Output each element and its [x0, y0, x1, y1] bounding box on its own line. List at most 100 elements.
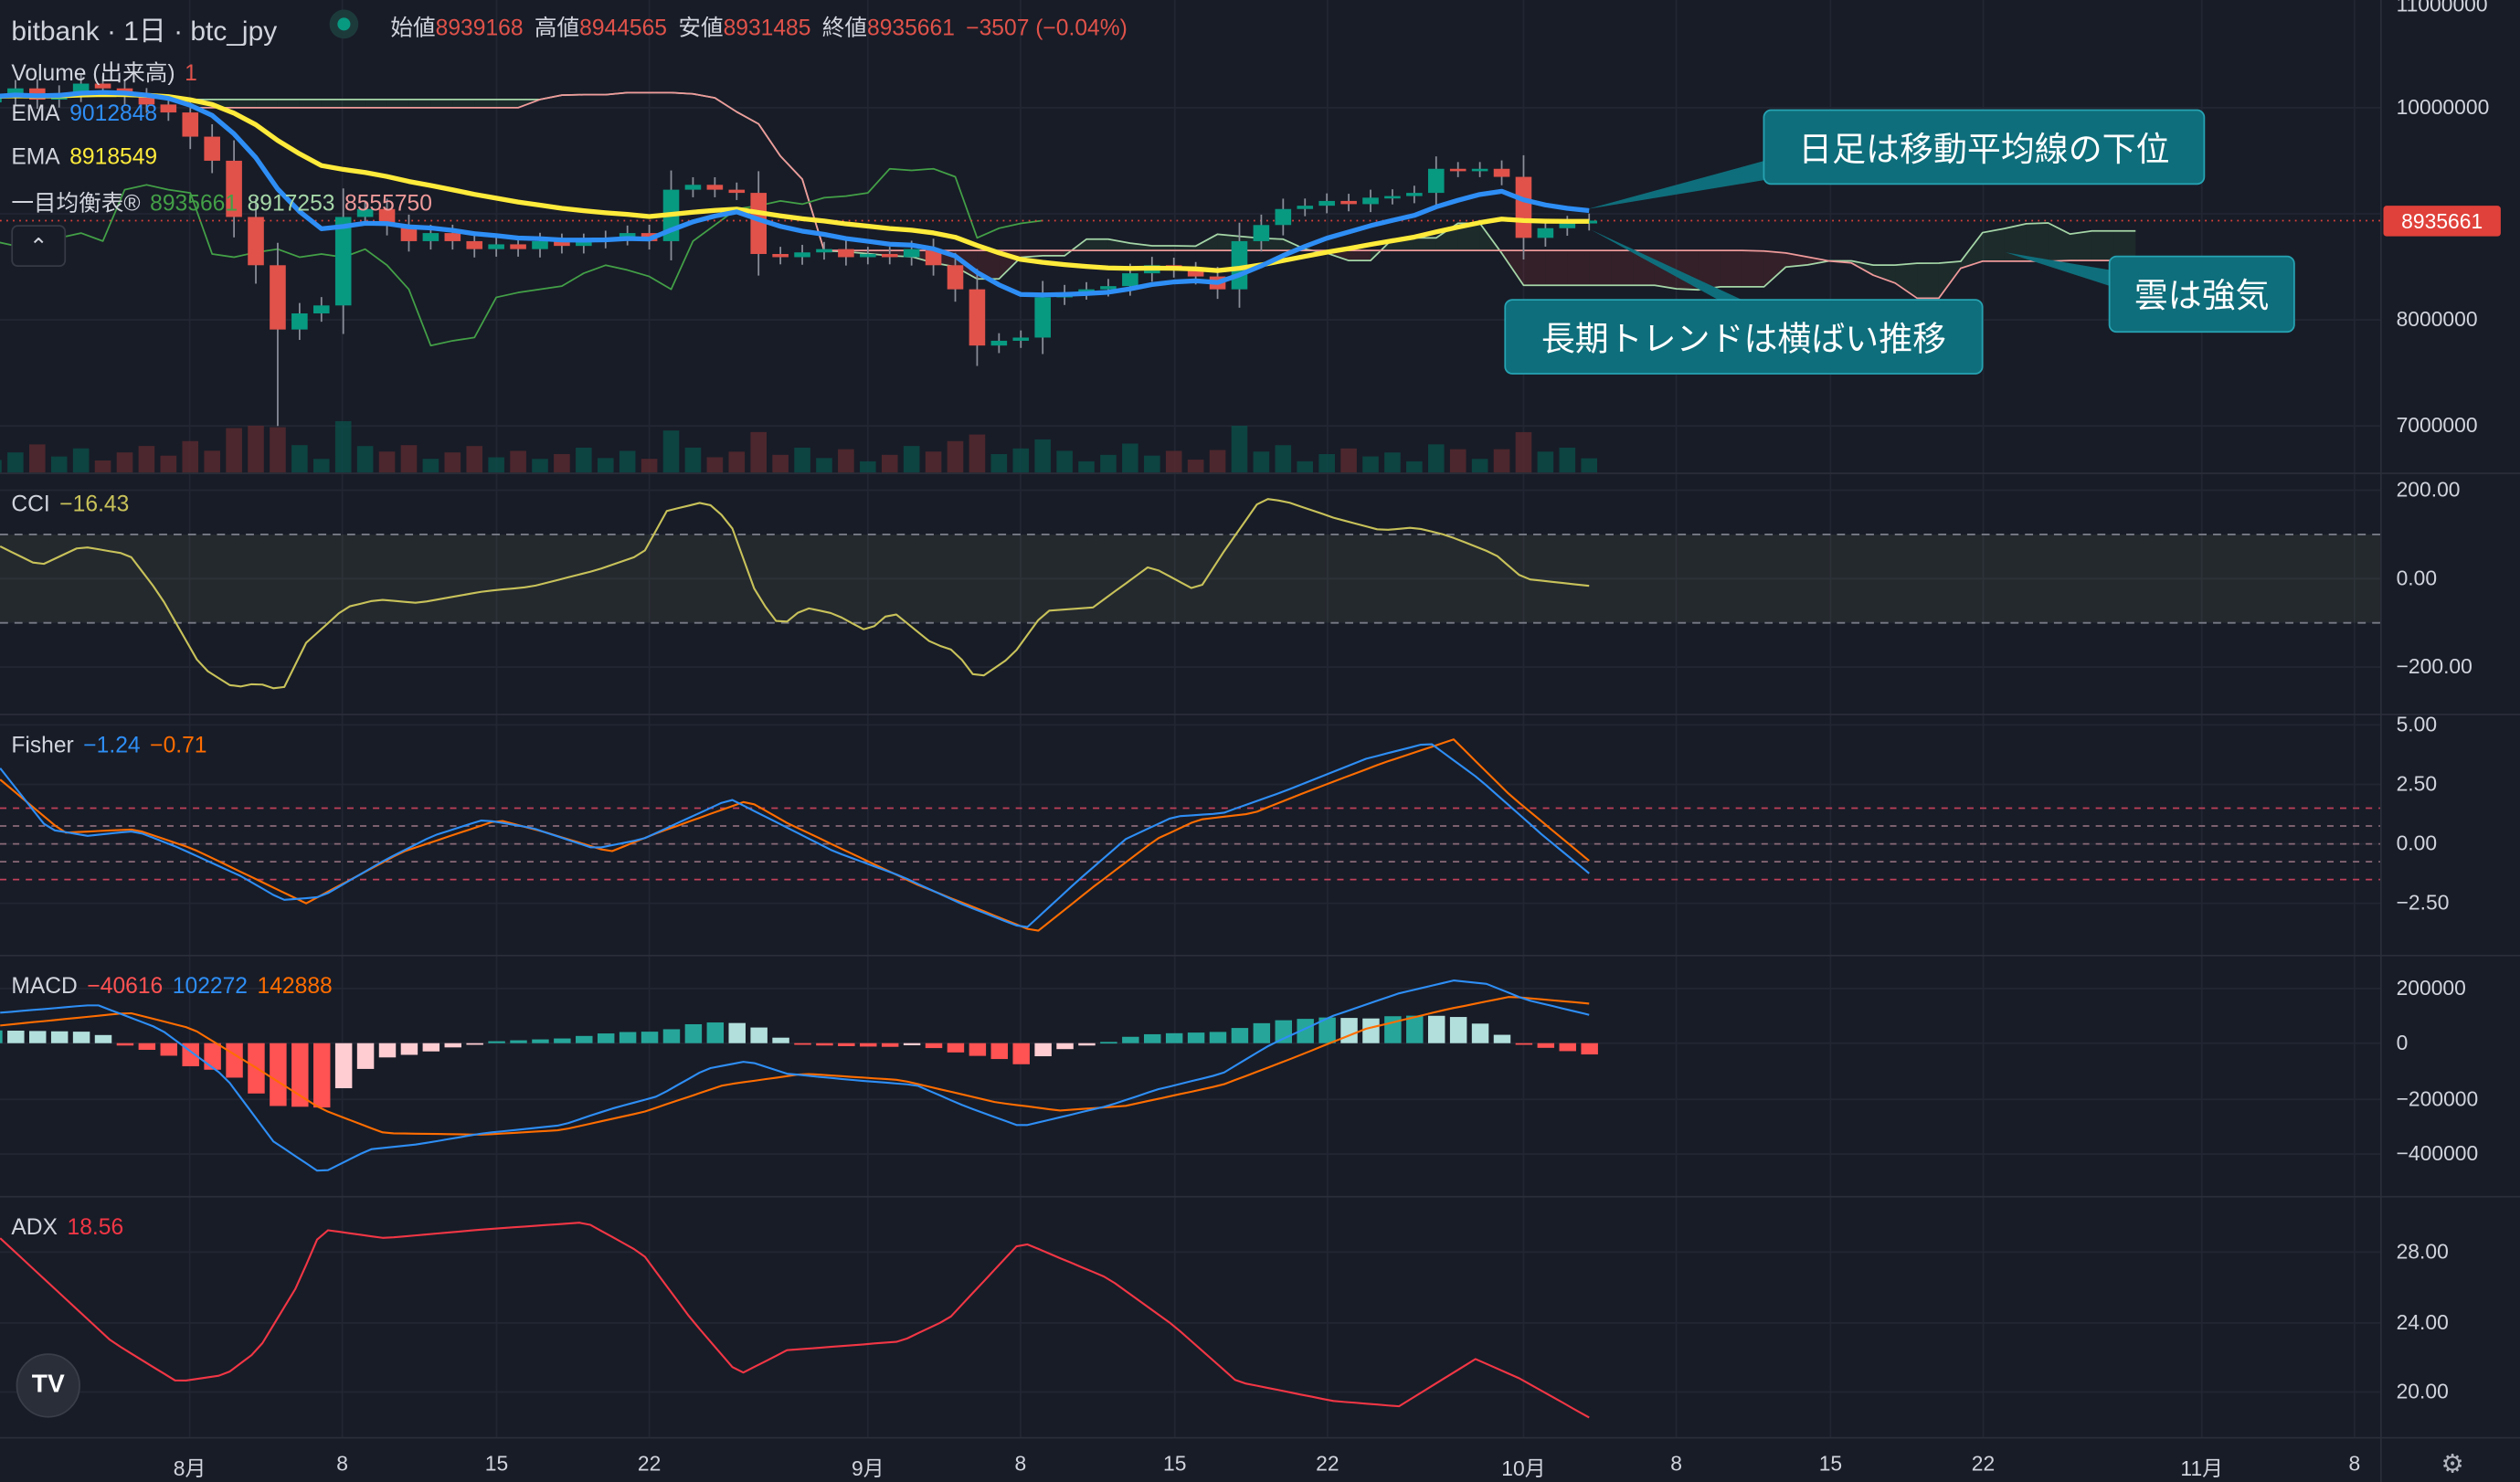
volume-bar	[378, 451, 396, 473]
collapse-legend-button[interactable]: ⌃	[11, 225, 67, 268]
candle-body	[1253, 225, 1270, 241]
time-tick: 8月	[173, 1456, 206, 1481]
annotation-callout[interactable]: 日足は移動平均線の下位	[1763, 109, 2206, 185]
candle-body	[990, 340, 1008, 346]
legend-value: −16.43	[59, 490, 130, 516]
macd-histogram-bar	[1362, 1018, 1380, 1043]
price-tick: 10000000	[2396, 94, 2490, 120]
legend-macd[interactable]: MACD −40616 102272 142888	[11, 972, 342, 998]
legend-fisher[interactable]: Fisher −1.24 −0.71	[11, 731, 217, 757]
macd-histogram-bar	[619, 1032, 637, 1043]
ichimoku-cloud	[2070, 230, 2092, 261]
fisher-tick: 5.00	[2396, 712, 2438, 736]
volume-bar	[597, 458, 614, 473]
legend-label: EMA	[11, 100, 60, 126]
volume-bar	[1318, 453, 1335, 473]
macd-tick: −200000	[2396, 1086, 2479, 1111]
volume-bar	[1056, 450, 1073, 473]
macd-histogram-bar	[706, 1022, 725, 1043]
low-label: 安値	[678, 14, 724, 40]
macd-histogram-bar	[334, 1043, 353, 1089]
legend-ichimoku[interactable]: 一目均衡表® 8935661 8917253 8555750	[11, 186, 441, 218]
legend-value: −40616	[87, 972, 164, 999]
candle-body	[1012, 337, 1030, 341]
macd-histogram-bar	[138, 1043, 156, 1051]
chart-header: bitbank · 1日 · btc_jpy	[11, 8, 277, 48]
volume-bar	[1471, 459, 1488, 473]
annotation-callout[interactable]: 長期トレンドは横ばい推移	[1504, 299, 1984, 375]
legend-cci[interactable]: CCI −16.43	[11, 491, 139, 516]
candle-body	[1078, 289, 1095, 293]
candle-body	[1318, 200, 1335, 206]
macd-histogram-bar	[1318, 1017, 1336, 1043]
macd-histogram-bar	[270, 1043, 287, 1106]
candle-body	[94, 83, 111, 89]
legend-value: −0.71	[150, 731, 207, 757]
pane-divider[interactable]	[0, 714, 2520, 715]
macd-histogram-bar	[772, 1037, 789, 1043]
ichimoku-cloud	[1589, 250, 1612, 286]
chikou-span-line	[0, 167, 1043, 347]
legend-value: 8917253	[247, 189, 335, 216]
chevron-up-icon: ⌃	[28, 233, 48, 259]
settings-icon[interactable]: ⚙	[2441, 1451, 2464, 1479]
cci-tick: −200.00	[2396, 653, 2472, 679]
legend-ema-fast[interactable]: EMA 9012848	[11, 100, 166, 125]
legend-ema-slow[interactable]: EMA 8918549	[11, 143, 166, 169]
legend-value: 142888	[257, 972, 333, 999]
macd-histogram-bar	[1056, 1043, 1074, 1050]
macd-histogram-bar	[1165, 1032, 1183, 1043]
ichimoku-cloud	[1261, 238, 1284, 251]
volume-bar	[1275, 445, 1292, 473]
macd-histogram-bar	[204, 1043, 221, 1070]
macd-histogram-bar	[1340, 1018, 1358, 1043]
volume-bar	[7, 452, 24, 473]
symbol-title[interactable]: bitbank · 1日 · btc_jpy	[11, 16, 278, 48]
macd-histogram-bar	[7, 1031, 25, 1043]
pane-divider[interactable]	[0, 954, 2520, 957]
volume-bar	[1449, 449, 1466, 473]
macd-histogram-bar	[444, 1043, 461, 1048]
macd-histogram-bar	[378, 1043, 397, 1058]
ichimoku-cloud	[365, 99, 387, 108]
candle-body	[312, 305, 330, 313]
tradingview-logo-icon: TV	[31, 1371, 65, 1399]
volume-bar	[1209, 450, 1226, 473]
adx-tick: 20.00	[2396, 1379, 2449, 1403]
candle-body	[1559, 223, 1576, 228]
annotation-text: 日足は移動平均線の下位	[1798, 131, 2170, 168]
legend-volume[interactable]: Volume (出来高) 1	[11, 57, 206, 89]
tradingview-logo[interactable]: TV	[16, 1353, 80, 1418]
market-status-icon[interactable]	[329, 9, 359, 39]
cci-band	[0, 534, 2380, 623]
candle-body	[1340, 200, 1357, 205]
volume-bar	[772, 454, 789, 473]
ichimoku-cloud	[1107, 238, 1130, 251]
macd-histogram-bar	[1231, 1028, 1249, 1043]
macd-histogram-bar	[1078, 1043, 1096, 1046]
candle-body	[576, 240, 592, 247]
volume-bar	[576, 447, 592, 473]
macd-histogram-bar	[794, 1043, 811, 1045]
annotation-callout[interactable]: 雲は強気	[2108, 255, 2295, 333]
volume-bar	[0, 460, 2, 473]
pane-divider[interactable]	[0, 1195, 2520, 1198]
candle-body	[1275, 208, 1292, 226]
candle-body	[925, 249, 942, 266]
pane-divider[interactable]	[0, 472, 2520, 474]
legend-value: −1.24	[83, 731, 141, 757]
volume-bar	[969, 434, 986, 473]
legend-adx[interactable]: ADX 18.56	[11, 1213, 132, 1239]
pane-divider[interactable]	[0, 1436, 2520, 1439]
ohlc-readout: 始値8939168 高値8944565 安値8931485 終値8935661 −350…	[390, 11, 1127, 43]
volume-bar	[641, 459, 658, 473]
volume-bar	[1493, 449, 1510, 473]
ichimoku-cloud	[1742, 250, 1764, 287]
candle-body	[706, 185, 724, 190]
candle-body	[838, 249, 854, 258]
ichimoku-cloud	[277, 99, 300, 108]
volume-bar	[816, 458, 832, 473]
macd-histogram-bar	[554, 1038, 571, 1043]
volume-bar	[204, 450, 220, 473]
